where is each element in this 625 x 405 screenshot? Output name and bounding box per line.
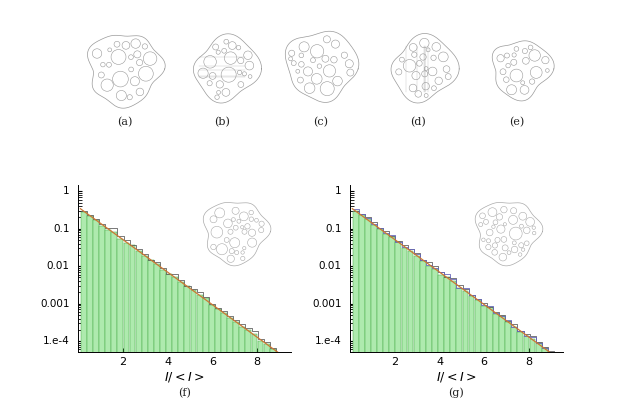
Bar (438, 275, 444, 405)
Bar (276, 354, 282, 405)
X-axis label: (c): (c) (313, 117, 328, 127)
Bar (136, 251, 141, 405)
Bar (252, 334, 258, 405)
Bar (178, 281, 184, 405)
Text: (g): (g) (448, 388, 464, 398)
Bar (118, 239, 123, 405)
Bar (451, 281, 456, 405)
Bar (420, 262, 426, 405)
Bar (493, 314, 499, 405)
Bar (499, 316, 505, 405)
X-axis label: (b): (b) (214, 117, 230, 127)
Bar (270, 350, 276, 405)
Bar (184, 286, 190, 405)
Bar (246, 330, 251, 405)
Bar (456, 288, 462, 405)
Bar (487, 307, 492, 405)
Bar (518, 332, 523, 405)
Text: 0.1: 0.1 (325, 224, 341, 234)
X-axis label: $I / < I >$: $I / < I >$ (164, 370, 204, 384)
Text: 0.1: 0.1 (53, 224, 69, 234)
Bar (524, 336, 529, 405)
Bar (359, 215, 364, 405)
Text: 0.01: 0.01 (319, 261, 341, 271)
Bar (227, 318, 233, 405)
Bar (233, 322, 239, 405)
Bar (475, 300, 481, 405)
X-axis label: (e): (e) (509, 117, 524, 127)
X-axis label: $I / < I >$: $I / < I >$ (436, 370, 476, 384)
Text: 0.001: 0.001 (312, 298, 341, 309)
Bar (529, 339, 536, 405)
Bar (111, 232, 117, 405)
Bar (377, 228, 383, 405)
Bar (371, 225, 377, 405)
Bar (173, 277, 178, 405)
Bar (426, 266, 432, 405)
Bar (264, 344, 269, 405)
Bar (197, 295, 202, 405)
Bar (202, 298, 209, 405)
Text: 1.e-4: 1.e-4 (315, 336, 341, 346)
Bar (548, 354, 554, 405)
Bar (444, 277, 450, 405)
Bar (129, 245, 136, 405)
Bar (462, 291, 468, 405)
Bar (99, 226, 105, 405)
Bar (239, 327, 245, 405)
Bar (542, 347, 548, 405)
Text: 1.e-4: 1.e-4 (43, 336, 69, 346)
X-axis label: (a): (a) (117, 117, 132, 127)
Text: (f): (f) (178, 388, 191, 398)
Bar (142, 256, 148, 405)
Bar (365, 219, 371, 405)
Text: 1: 1 (63, 186, 69, 196)
Bar (154, 264, 160, 405)
Bar (481, 306, 487, 405)
Bar (401, 247, 408, 405)
Bar (191, 290, 196, 405)
Bar (81, 212, 87, 405)
Bar (511, 327, 517, 405)
Text: 1: 1 (335, 186, 341, 196)
Bar (105, 230, 111, 405)
Bar (408, 251, 414, 405)
Bar (352, 211, 359, 405)
Bar (536, 343, 541, 405)
Bar (383, 234, 389, 405)
X-axis label: (d): (d) (411, 117, 426, 127)
Bar (166, 275, 172, 405)
Bar (124, 243, 129, 405)
Bar (554, 358, 560, 405)
Bar (160, 269, 166, 405)
Text: 0.01: 0.01 (47, 261, 69, 271)
Bar (215, 309, 221, 405)
Bar (258, 341, 264, 405)
Bar (505, 322, 511, 405)
Bar (389, 237, 395, 405)
Bar (87, 215, 92, 405)
Bar (221, 313, 227, 405)
Bar (209, 305, 215, 405)
Bar (282, 356, 288, 405)
Text: 0.001: 0.001 (40, 298, 69, 309)
Bar (414, 256, 419, 405)
Bar (148, 260, 154, 405)
Bar (396, 242, 401, 405)
Bar (469, 296, 474, 405)
Bar (93, 220, 99, 405)
Bar (432, 269, 438, 405)
